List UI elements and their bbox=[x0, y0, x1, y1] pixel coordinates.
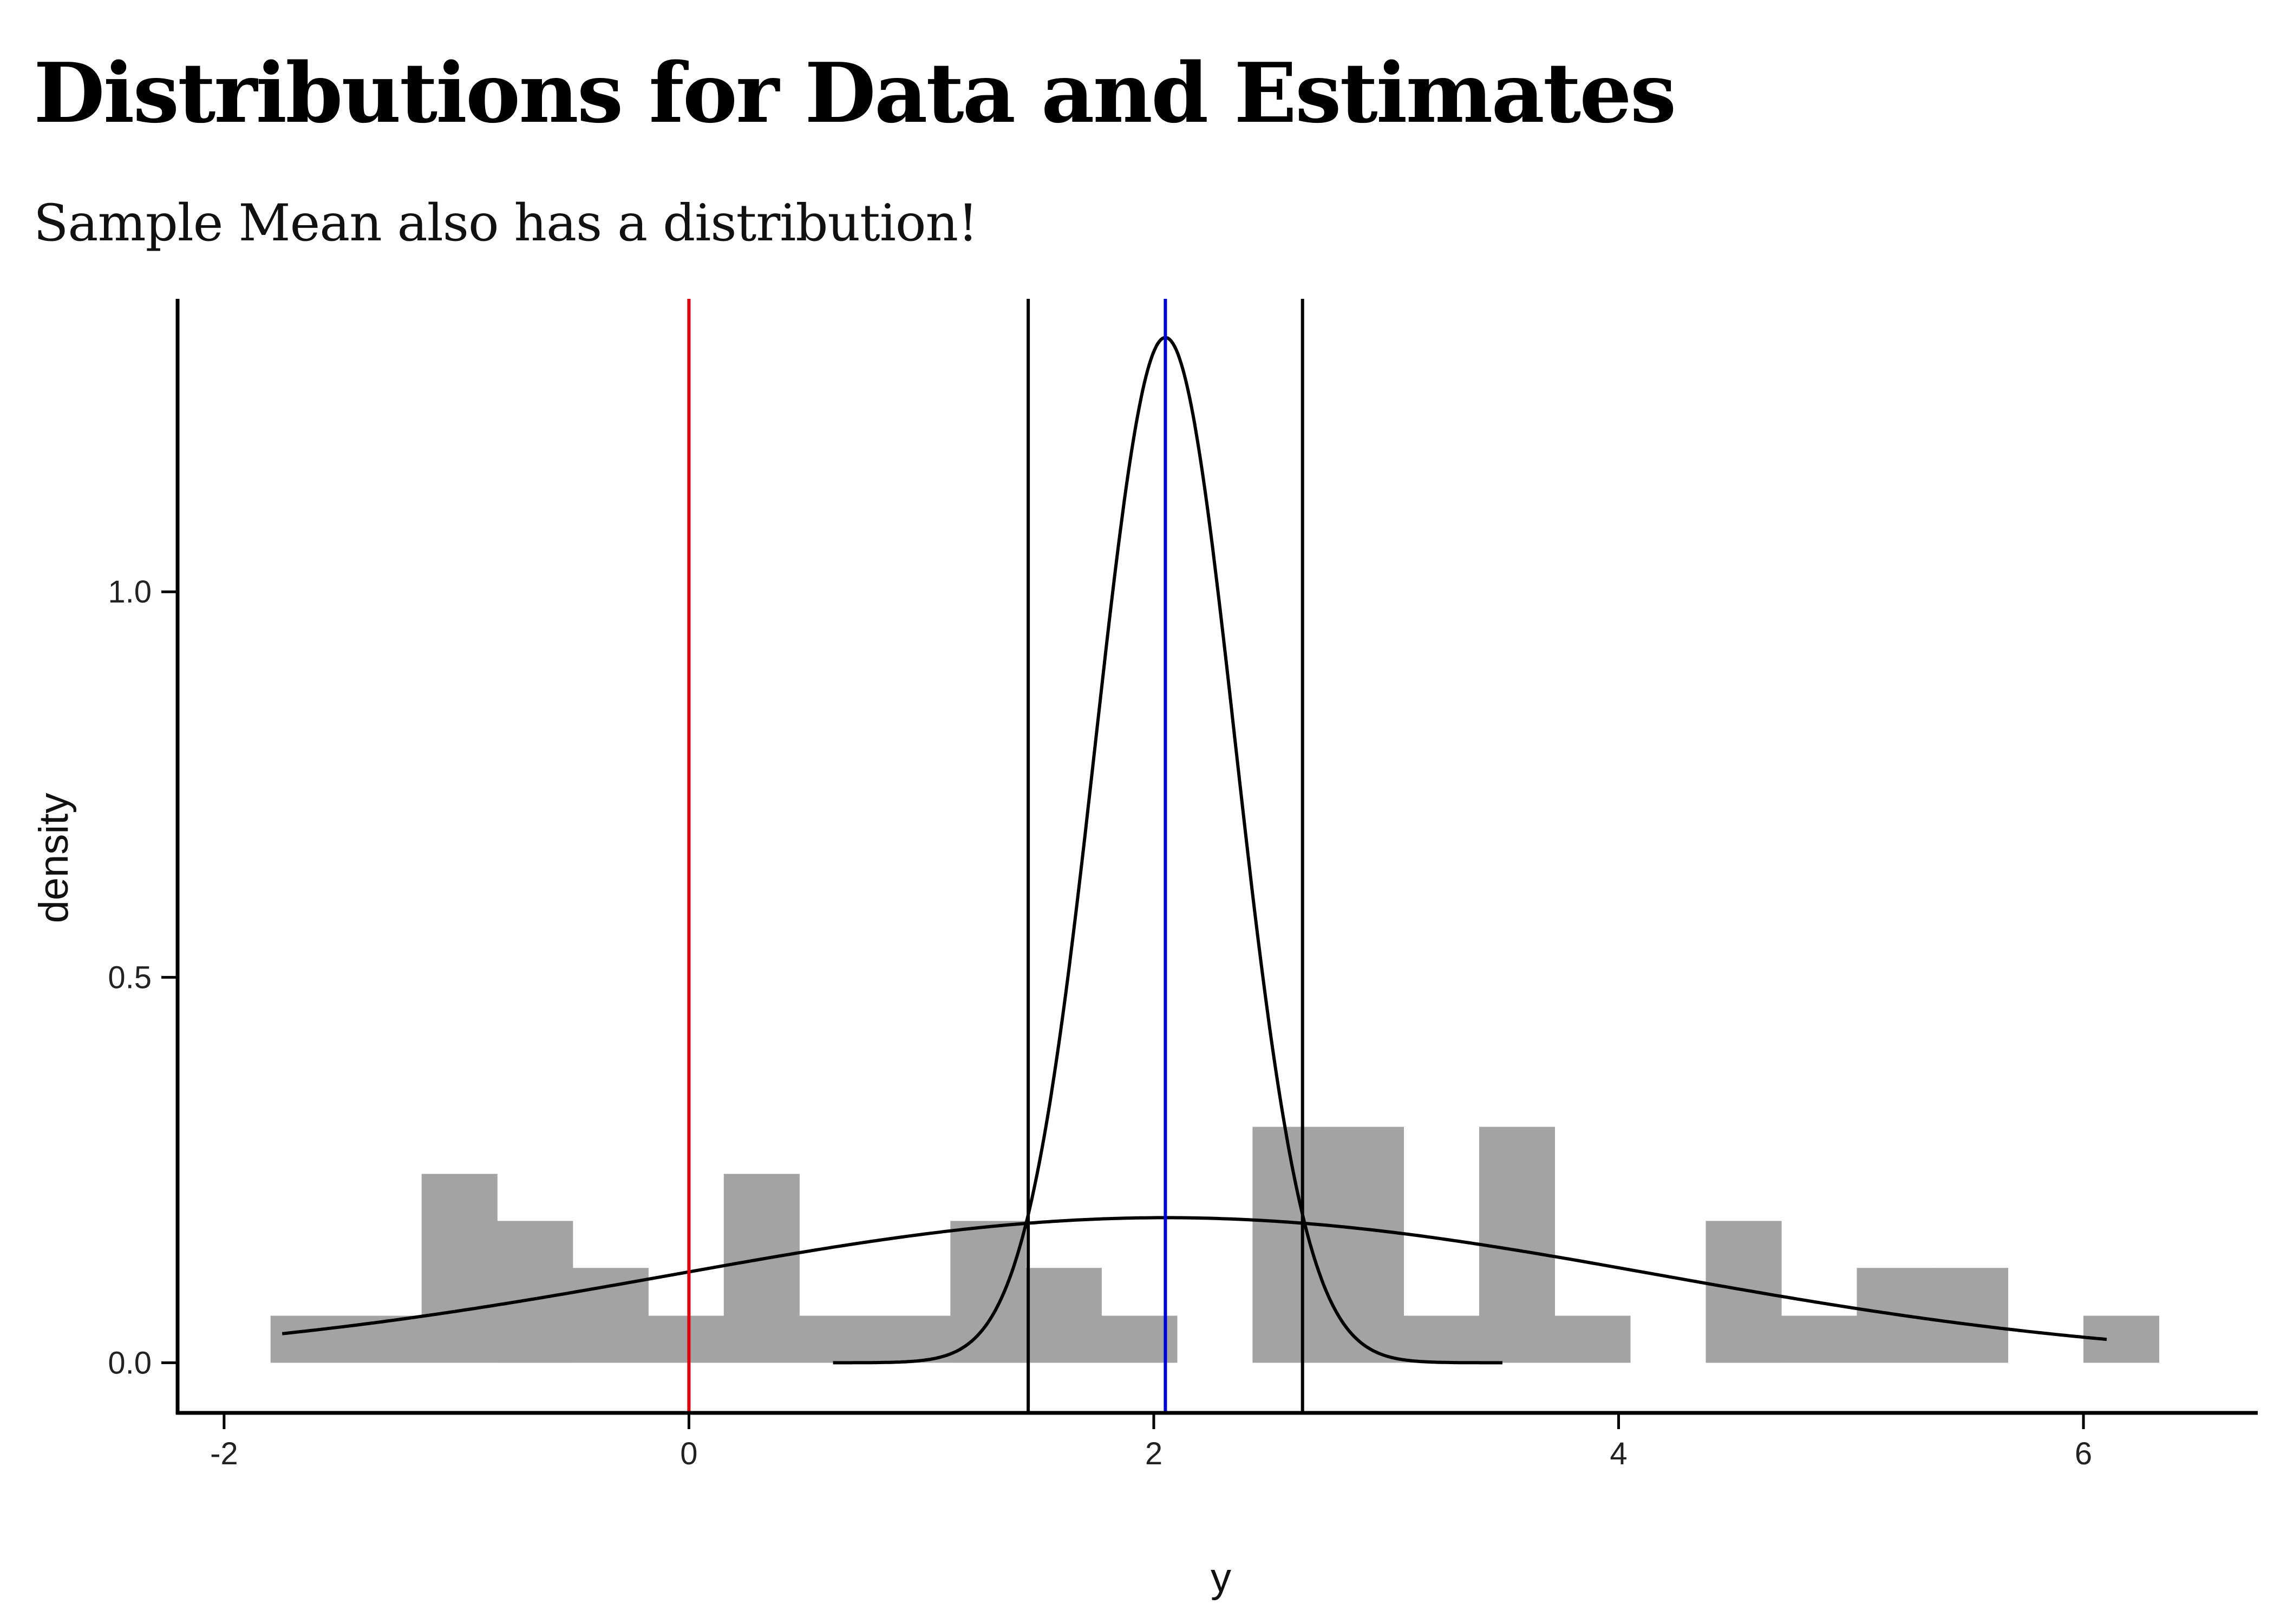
sampling-distribution-curve bbox=[833, 336, 1502, 1365]
y-tick-label: 0.0 bbox=[108, 1345, 152, 1380]
x-axis-title: y bbox=[1211, 1555, 1231, 1601]
histogram-bar-3 bbox=[497, 1221, 573, 1363]
histogram-bar-0 bbox=[270, 1315, 347, 1363]
histogram-bar-5 bbox=[648, 1315, 724, 1363]
histogram-bars bbox=[270, 1127, 2160, 1363]
x-tick-label: 4 bbox=[1610, 1436, 1627, 1471]
y-tick-label: 1.0 bbox=[108, 574, 152, 610]
histogram-bar-19 bbox=[1706, 1221, 1782, 1363]
histogram-bar-20 bbox=[1781, 1315, 1858, 1363]
histogram-bar-8 bbox=[874, 1315, 951, 1363]
x-tick-label: 2 bbox=[1145, 1436, 1162, 1471]
x-tick-label: -2 bbox=[210, 1436, 238, 1471]
histogram-bar-15 bbox=[1403, 1315, 1480, 1363]
density-curves bbox=[282, 336, 2107, 1365]
reference-lines bbox=[687, 299, 1304, 1413]
x-tick-label: 6 bbox=[2075, 1436, 2092, 1471]
data-density-curve bbox=[282, 1216, 2107, 1341]
histogram-bar-7 bbox=[799, 1315, 875, 1363]
y-tick-label: 0.5 bbox=[108, 960, 152, 995]
histogram-bar-14 bbox=[1328, 1127, 1404, 1363]
histogram-bar-17 bbox=[1554, 1315, 1631, 1363]
chart-title: Distributions for Data and Estimates bbox=[34, 44, 1676, 141]
chart-subtitle: Sample Mean also has a distribution! bbox=[34, 194, 978, 253]
histogram-bar-22 bbox=[1932, 1268, 2009, 1363]
histogram-bar-6 bbox=[723, 1174, 800, 1363]
histogram-bar-4 bbox=[572, 1268, 649, 1363]
x-tick-label: 0 bbox=[680, 1436, 697, 1471]
axes: -2 0 2 4 6 0.0 0.5 1.0 bbox=[108, 299, 2258, 1471]
histogram-bar-2 bbox=[421, 1174, 498, 1363]
histogram-bar-10 bbox=[1025, 1268, 1102, 1363]
y-axis-title: density bbox=[31, 793, 77, 924]
histogram-bar-9 bbox=[950, 1221, 1027, 1363]
